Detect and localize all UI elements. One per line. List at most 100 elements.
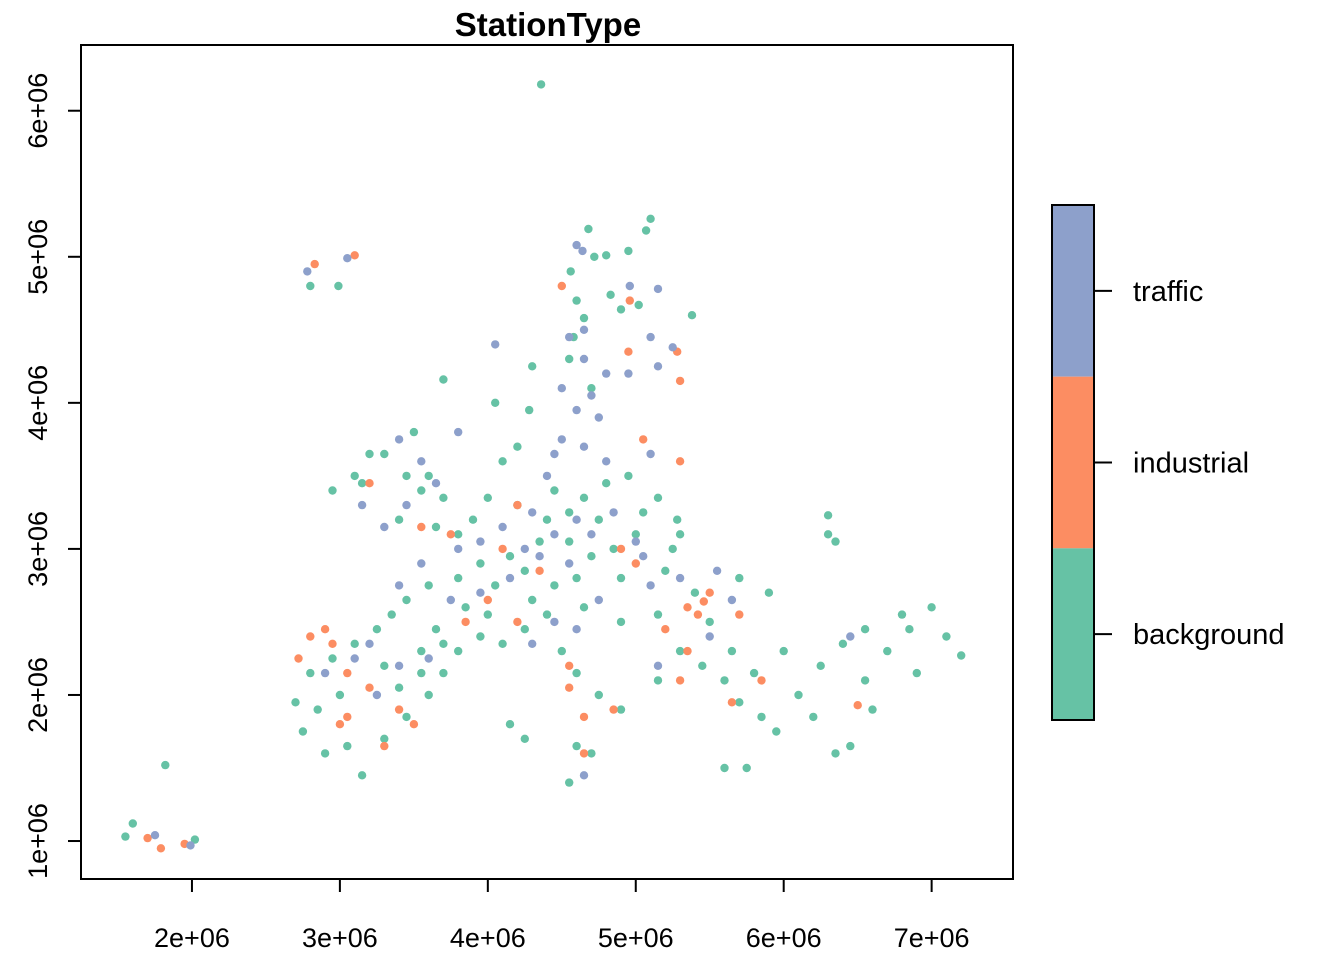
station-point (306, 281, 315, 291)
station-point (372, 625, 382, 634)
station-point (772, 727, 781, 736)
station-point (609, 705, 618, 714)
station-point (387, 610, 396, 619)
station-point (579, 493, 589, 502)
station-point (535, 537, 544, 546)
station-point (646, 214, 655, 223)
station-point (625, 281, 634, 291)
station-point (357, 500, 367, 510)
station-point (602, 251, 611, 260)
legend-swatch-industrial (1052, 376, 1094, 549)
station-point (823, 530, 833, 539)
station-point (594, 515, 603, 524)
station-point (653, 661, 663, 670)
station-point (831, 537, 840, 546)
station-point (565, 683, 574, 692)
station-point (579, 712, 589, 722)
station-point (572, 405, 581, 415)
legend: traffic industrial background (1051, 204, 1285, 721)
station-point (483, 595, 492, 605)
station-point (602, 369, 611, 378)
station-point (505, 552, 515, 561)
station-point (513, 617, 522, 627)
station-point (343, 741, 352, 751)
legend-frame (1051, 204, 1095, 721)
station-point (927, 603, 936, 612)
station-point (868, 705, 877, 714)
y-tick-label: 2e+06 (23, 657, 53, 733)
station-point (343, 254, 352, 263)
station-point (653, 610, 663, 619)
station-point (624, 471, 633, 481)
legend-label-background: background (1133, 619, 1285, 651)
station-point (394, 581, 404, 590)
station-point (417, 457, 426, 466)
legend-label-industrial: industrial (1133, 448, 1249, 480)
station-point (705, 632, 714, 641)
station-point (409, 427, 419, 437)
station-point (557, 646, 566, 656)
station-point (520, 734, 529, 743)
station-point (394, 515, 404, 524)
station-point (313, 705, 322, 714)
y-tick-label: 1e+06 (23, 803, 53, 879)
station-point (653, 676, 663, 685)
points-layer (121, 80, 966, 853)
station-point (320, 668, 330, 678)
x-tick-label: 4e+06 (450, 923, 526, 953)
station-point (698, 661, 707, 670)
station-point (720, 763, 729, 773)
station-point (572, 515, 581, 524)
y-tick-label: 6e+06 (23, 73, 53, 149)
station-point (550, 449, 559, 459)
station-point (402, 500, 411, 510)
station-point (150, 831, 160, 840)
station-point (646, 449, 655, 459)
station-point (957, 651, 966, 660)
station-point (587, 530, 596, 539)
station-point (320, 749, 330, 758)
station-point (587, 552, 596, 561)
station-point (439, 493, 448, 502)
station-point (357, 771, 367, 780)
station-point (693, 610, 703, 619)
station-point (578, 246, 587, 256)
station-point (498, 522, 507, 532)
station-point (616, 617, 626, 627)
station-point (424, 654, 433, 663)
station-point (606, 290, 615, 299)
station-point (128, 819, 137, 828)
station-point (335, 690, 345, 700)
station-point (335, 720, 345, 729)
station-point (794, 690, 803, 700)
station-point (639, 508, 648, 517)
station-point (190, 835, 200, 844)
station-point (350, 471, 359, 481)
station-point (639, 552, 648, 561)
station-point (699, 597, 708, 606)
station-point (334, 281, 343, 291)
station-point (402, 712, 411, 722)
station-point (513, 442, 522, 451)
station-point (394, 435, 404, 444)
station-point (565, 537, 574, 546)
legend-swatch-traffic (1052, 205, 1094, 377)
station-point (542, 515, 552, 524)
station-point (380, 449, 389, 459)
map-title: StationType (455, 6, 641, 43)
station-point (525, 405, 534, 415)
station-point (498, 457, 507, 466)
station-point (454, 530, 463, 539)
station-point (528, 595, 537, 605)
station-point (897, 610, 907, 619)
station-point (483, 610, 492, 619)
series-industrial (143, 251, 862, 853)
station-point (476, 559, 485, 568)
station-point (424, 690, 433, 700)
station-point (690, 588, 700, 597)
station-point (454, 427, 463, 437)
station-point (624, 347, 633, 356)
station-point (417, 522, 426, 532)
x-tick-label: 6e+06 (746, 923, 822, 953)
